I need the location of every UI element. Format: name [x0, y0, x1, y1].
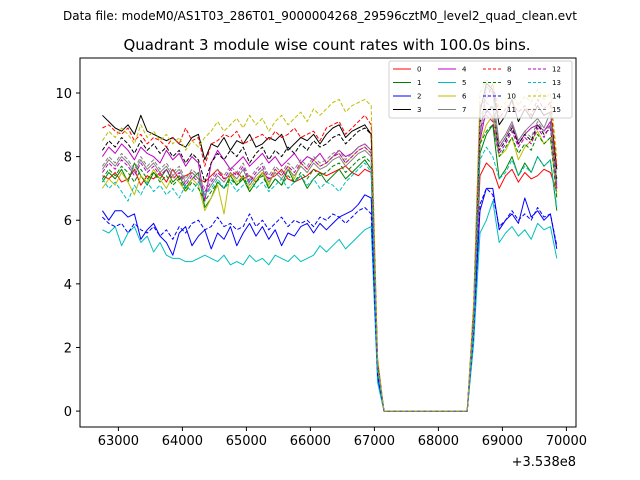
x-tick-label: 70000	[546, 434, 587, 449]
series-line-7	[101, 86, 558, 412]
series-line-1	[101, 124, 558, 412]
y-tick-label: 4	[64, 278, 72, 293]
series-line-10	[102, 187, 558, 412]
legend-label-2: 2	[417, 93, 421, 101]
legend-label-8: 8	[507, 66, 511, 74]
series-line-11	[101, 105, 558, 412]
series-line-5	[102, 200, 558, 412]
y-tick-label: 10	[55, 87, 72, 102]
series-line-9	[101, 124, 558, 412]
series-line-2	[101, 187, 558, 412]
legend-label-9: 9	[507, 79, 511, 87]
x-tick-label: 68000	[418, 434, 459, 449]
y-tick-label: 8	[64, 151, 72, 166]
x-tick-label: 65000	[226, 434, 267, 449]
legend-label-6: 6	[462, 93, 467, 101]
y-tick-label: 2	[64, 341, 72, 356]
axis-ticks: 63000 64000 65000 66000 67000 68000 69000 70000…	[55, 87, 587, 449]
legend-label-14: 14	[552, 93, 561, 101]
legend-label-3: 3	[417, 106, 421, 114]
series-line-12	[101, 114, 558, 412]
legend-label-7: 7	[462, 106, 466, 114]
legend-label-10: 10	[507, 93, 516, 101]
chart-suptitle: Data file: modeM0/AS1T03_286T01_90000042…	[63, 9, 577, 23]
plot-frame	[79, 57, 577, 428]
series-line-13	[101, 146, 558, 412]
legend-label-1: 1	[417, 79, 421, 87]
legend-label-4: 4	[462, 66, 467, 74]
legend-label-15: 15	[552, 106, 561, 114]
legend-label-11: 11	[507, 106, 516, 114]
chart-title: Quadrant 3 module wise count rates with …	[123, 36, 530, 54]
y-tick-label: 6	[64, 214, 72, 229]
x-tick-label: 63000	[98, 434, 139, 449]
legend-box	[388, 60, 573, 119]
legend-label-0: 0	[417, 66, 421, 74]
x-tick-label: 66000	[290, 434, 331, 449]
x-axis-offset-label: +3.538e8	[512, 455, 576, 470]
legend-label-5: 5	[462, 79, 466, 87]
legend-label-13: 13	[552, 79, 561, 87]
x-tick-label: 69000	[482, 434, 523, 449]
x-tick-label: 64000	[162, 434, 203, 449]
legend-label-12: 12	[552, 66, 561, 74]
x-tick-label: 67000	[354, 434, 395, 449]
y-tick-label: 0	[64, 405, 72, 420]
series-line-15	[101, 102, 558, 412]
